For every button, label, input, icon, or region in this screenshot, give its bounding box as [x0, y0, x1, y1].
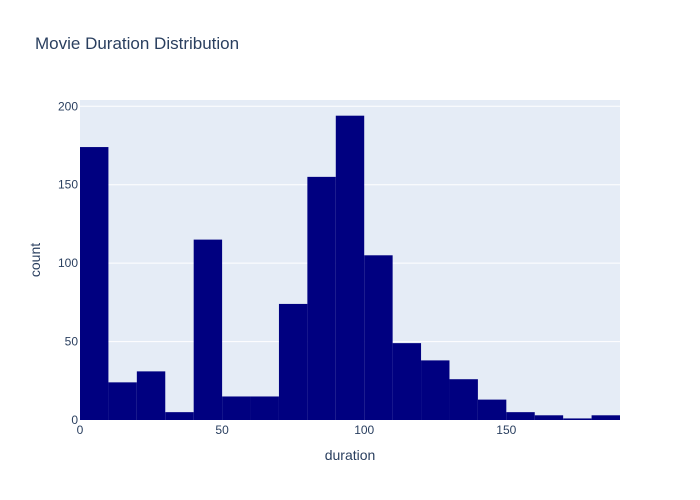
y-tick-label: 0	[71, 413, 78, 427]
histogram-bar	[193, 239, 223, 420]
histogram-bar	[80, 147, 109, 420]
x-tick-label: 100	[354, 423, 374, 437]
y-tick-label: 150	[58, 178, 78, 192]
histogram-bar	[165, 412, 194, 420]
histogram-bar	[335, 115, 365, 420]
histogram-bar	[136, 371, 166, 420]
y-axis-ticks: 0 50 100 150 200	[58, 99, 78, 427]
histogram-bar	[278, 303, 308, 420]
histogram-bar	[108, 382, 137, 420]
histogram-bar	[534, 415, 564, 420]
bars	[80, 115, 620, 420]
histogram-bar	[591, 415, 620, 420]
x-tick-label: 150	[496, 423, 516, 437]
x-axis-ticks: 0 50 100 150	[77, 423, 517, 437]
y-tick-label: 100	[58, 256, 78, 270]
histogram-bar	[449, 379, 478, 420]
y-tick-label: 50	[65, 335, 79, 349]
y-tick-label: 200	[58, 99, 78, 113]
x-axis-title: duration	[325, 447, 376, 463]
histogram-bar	[563, 418, 592, 420]
histogram-bar	[307, 176, 336, 420]
x-tick-label: 50	[215, 423, 229, 437]
histogram-bar	[250, 396, 279, 420]
histogram-bar	[222, 396, 251, 420]
histogram-bar	[364, 255, 393, 420]
x-tick-label: 0	[77, 423, 84, 437]
histogram-bar	[506, 412, 535, 420]
histogram-bar	[392, 343, 422, 420]
chart-title: Movie Duration Distribution	[35, 34, 240, 53]
y-axis-title: count	[27, 243, 43, 277]
histogram-bar	[421, 360, 450, 420]
histogram-bar	[477, 399, 507, 420]
